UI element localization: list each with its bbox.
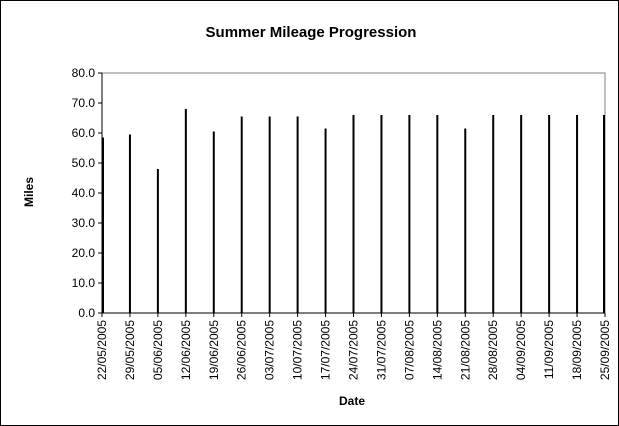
bar	[520, 115, 523, 313]
bar	[548, 115, 551, 313]
bar	[603, 115, 605, 313]
bar	[352, 115, 355, 313]
x-tick-label: 19/06/2005	[207, 320, 221, 380]
x-tick-label: 10/07/2005	[291, 320, 305, 380]
x-tick-label: 28/08/2005	[486, 320, 500, 380]
bar	[464, 128, 467, 313]
bar	[408, 115, 411, 313]
x-tick-label: 07/08/2005	[402, 320, 416, 380]
bar	[324, 128, 327, 313]
x-tick-label: 03/07/2005	[263, 320, 277, 380]
x-axis-ticks: 22/05/2005 29/05/2005 05/06/2005 12/06/2005…	[95, 313, 612, 380]
bar	[268, 116, 271, 313]
bar-series	[102, 109, 605, 313]
bar	[576, 115, 579, 313]
bar	[128, 134, 131, 313]
bar	[212, 131, 215, 313]
x-tick-label: 21/08/2005	[458, 320, 472, 380]
x-tick-label: 18/09/2005	[570, 320, 584, 380]
x-tick-label: 12/06/2005	[179, 320, 193, 380]
x-tick-label: 14/08/2005	[430, 320, 444, 380]
y-axis-ticks: 0.0 10.0 20.0 30.0 40.0 50.0 60.0 70.0 80.0	[72, 66, 102, 320]
x-tick-label: 05/06/2005	[151, 320, 165, 380]
y-tick-label: 60.0	[72, 126, 96, 140]
bar	[296, 116, 299, 313]
bar	[492, 115, 495, 313]
x-tick-label: 04/09/2005	[514, 320, 528, 380]
y-tick-label: 40.0	[72, 186, 96, 200]
y-tick-label: 0.0	[78, 306, 95, 320]
chart-title: Summer Mileage Progression	[206, 24, 417, 41]
y-tick-label: 10.0	[72, 276, 96, 290]
y-tick-label: 80.0	[72, 66, 96, 80]
bar	[184, 109, 187, 313]
x-tick-label: 26/06/2005	[235, 320, 249, 380]
bar	[240, 116, 243, 313]
bar	[102, 137, 104, 313]
x-tick-label: 29/05/2005	[123, 320, 137, 380]
x-tick-label: 17/07/2005	[319, 320, 333, 380]
bar	[156, 169, 159, 313]
y-axis-title: Miles	[22, 177, 36, 207]
x-axis-title: Date	[339, 394, 365, 408]
x-tick-label: 22/05/2005	[95, 320, 109, 380]
x-tick-label: 31/07/2005	[374, 320, 388, 380]
y-tick-label: 20.0	[72, 246, 96, 260]
y-tick-label: 50.0	[72, 156, 96, 170]
y-tick-label: 30.0	[72, 216, 96, 230]
x-tick-label: 24/07/2005	[347, 320, 361, 380]
bar	[380, 115, 383, 313]
y-tick-label: 70.0	[72, 96, 96, 110]
bar	[436, 115, 439, 313]
x-tick-label: 25/09/2005	[598, 320, 612, 380]
x-tick-label: 11/09/2005	[542, 320, 556, 379]
